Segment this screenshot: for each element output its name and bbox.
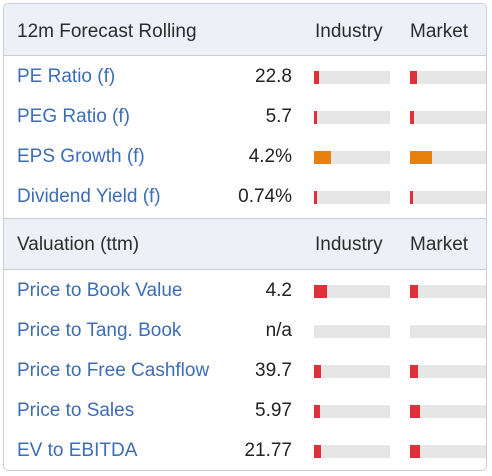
market-comparison-bar [410, 405, 486, 418]
industry-bar-fill [314, 405, 320, 418]
metric-link-price-to-book[interactable]: Price to Book Value [17, 280, 183, 301]
metric-value: 22.8 [255, 66, 292, 87]
column-header-market: Market [410, 234, 469, 255]
metric-link-pe-ratio[interactable]: PE Ratio (f) [17, 66, 116, 87]
metric-row-eps-growth: EPS Growth (f) 4.2% [4, 137, 486, 177]
market-comparison-bar [410, 325, 486, 338]
industry-bar-fill [314, 285, 327, 298]
industry-comparison-bar [314, 445, 390, 458]
metric-value: 4.2% [248, 146, 292, 167]
column-header-industry: Industry [315, 21, 383, 42]
market-bar-fill [410, 191, 413, 204]
metric-value: 5.7 [265, 106, 292, 127]
industry-bar-fill [314, 111, 317, 124]
metric-link-price-to-tang-book[interactable]: Price to Tang. Book [17, 320, 182, 341]
market-bar-fill [410, 285, 418, 298]
market-bar-fill [410, 365, 418, 378]
metric-value: n/a [265, 320, 292, 341]
metric-row-ev-to-ebitda: EV to EBITDA 21.77 [4, 431, 486, 470]
industry-bar-fill [314, 71, 319, 84]
market-comparison-bar [410, 285, 486, 298]
market-comparison-bar [410, 445, 486, 458]
industry-comparison-bar [314, 285, 390, 298]
metric-row-dividend-yield: Dividend Yield (f) 0.74% [4, 177, 486, 217]
market-bar-fill [410, 405, 420, 418]
market-bar-fill [410, 111, 414, 124]
industry-bar-fill [314, 365, 321, 378]
industry-bar-fill [314, 445, 321, 458]
metric-value: 4.2 [265, 280, 292, 301]
market-comparison-bar [410, 191, 486, 204]
market-bar-fill [410, 151, 432, 164]
section-header-forecast: 12m Forecast Rolling Industry Market [4, 4, 486, 56]
industry-bar-fill [314, 191, 317, 204]
market-comparison-bar [410, 111, 486, 124]
market-comparison-bar [410, 71, 486, 84]
industry-comparison-bar [314, 111, 390, 124]
market-bar-fill [410, 71, 417, 84]
market-comparison-bar [410, 365, 486, 378]
metric-row-peg-ratio: PEG Ratio (f) 5.7 [4, 97, 486, 137]
metric-value: 21.77 [244, 440, 292, 461]
metric-value: 39.7 [255, 360, 292, 381]
column-header-market: Market [410, 21, 469, 42]
section-title: Valuation (ttm) [17, 234, 140, 255]
industry-comparison-bar [314, 71, 390, 84]
metric-row-price-to-tang-book: Price to Tang. Book n/a [4, 311, 486, 351]
metric-row-price-to-sales: Price to Sales 5.97 [4, 391, 486, 431]
metric-link-dividend-yield[interactable]: Dividend Yield (f) [17, 186, 161, 207]
metric-row-pe-ratio: PE Ratio (f) 22.8 [4, 57, 486, 97]
industry-comparison-bar [314, 151, 390, 164]
metric-link-eps-growth[interactable]: EPS Growth (f) [17, 146, 145, 167]
industry-comparison-bar [314, 405, 390, 418]
market-comparison-bar [410, 151, 486, 164]
metric-value: 5.97 [255, 400, 292, 421]
industry-comparison-bar [314, 325, 390, 338]
ratios-panel: 12m Forecast Rolling Industry Market PE … [3, 3, 487, 471]
metric-row-price-to-free-cashflow: Price to Free Cashflow 39.7 [4, 351, 486, 391]
column-header-industry: Industry [315, 234, 383, 255]
metric-link-price-to-free-cashflow[interactable]: Price to Free Cashflow [17, 360, 210, 381]
section-header-valuation: Valuation (ttm) Industry Market [4, 218, 486, 270]
metric-link-ev-to-ebitda[interactable]: EV to EBITDA [17, 440, 138, 461]
metric-value: 0.74% [238, 186, 292, 207]
metric-row-price-to-book: Price to Book Value 4.2 [4, 271, 486, 311]
metric-link-price-to-sales[interactable]: Price to Sales [17, 400, 135, 421]
section-title: 12m Forecast Rolling [17, 21, 197, 42]
industry-comparison-bar [314, 365, 390, 378]
metric-link-peg-ratio[interactable]: PEG Ratio (f) [17, 106, 130, 127]
market-bar-fill [410, 445, 420, 458]
industry-comparison-bar [314, 191, 390, 204]
industry-bar-fill [314, 151, 331, 164]
